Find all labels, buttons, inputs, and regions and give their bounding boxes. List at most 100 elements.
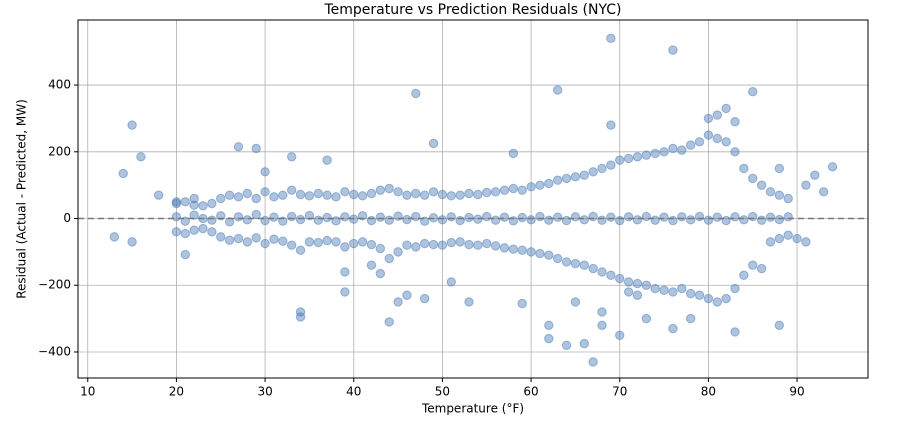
scatter-point: [304, 191, 315, 201]
scatter-point: [774, 163, 785, 174]
scatter-point: [703, 293, 714, 304]
scatter-point: [198, 201, 208, 211]
scatter-point: [269, 192, 279, 202]
scatter-point: [331, 192, 341, 202]
scatter-point: [597, 267, 607, 277]
scatter-point: [685, 313, 696, 324]
scatter-point: [251, 233, 261, 243]
scatter-point: [216, 193, 226, 204]
scatter-point: [783, 230, 793, 240]
scatter-point: [242, 237, 253, 247]
scatter-point: [774, 233, 785, 244]
scatter-point: [189, 193, 199, 204]
axes-frame: [77, 19, 869, 379]
scatter-point: [411, 242, 421, 252]
scatter-point: [783, 212, 793, 222]
scatter-point: [428, 187, 439, 197]
scatter-point: [189, 225, 199, 235]
scatter-point: [455, 190, 465, 200]
plot-area: 10 20 30 40 50 60 70 80 90 −400 −200 0 200 400: [38, 20, 868, 399]
scatter-point: [650, 283, 660, 294]
scatter-point: [641, 313, 652, 324]
scatter-point: [278, 190, 288, 200]
scatter-point: [295, 245, 306, 255]
scatter-point: [508, 244, 519, 254]
scatter-point: [508, 183, 519, 194]
x-tick-label: 50: [435, 385, 450, 399]
scatter-point: [482, 211, 492, 222]
scatter-point: [588, 211, 598, 222]
scatter-point: [189, 210, 199, 220]
scatter-point: [375, 185, 386, 195]
scatter-point: [375, 268, 386, 279]
scatter-point: [180, 197, 190, 207]
scatter-point: [384, 183, 394, 194]
scatter-point: [171, 227, 182, 237]
scatter-point: [286, 152, 297, 162]
scatter-point: [703, 130, 714, 140]
scatter-point: [659, 147, 669, 157]
scatter-point: [499, 243, 510, 253]
scatter-point: [818, 187, 829, 197]
scatter-point: [606, 212, 616, 222]
scatter-point: [668, 215, 678, 226]
scatter-point: [118, 168, 128, 179]
scatter-point: [109, 232, 120, 242]
scatter-point: [490, 187, 501, 197]
scatter-point: [783, 193, 793, 204]
scatter-point: [552, 85, 563, 95]
scatter-point: [694, 137, 705, 147]
scatter-point: [827, 162, 838, 172]
scatter-point: [278, 236, 288, 246]
scatter-point: [801, 237, 811, 247]
scatter-point: [269, 234, 279, 244]
scatter-point: [641, 211, 652, 222]
scatter-point: [171, 197, 182, 207]
scatter-point: [411, 88, 421, 99]
scatter-point: [632, 290, 643, 300]
scatter-point: [402, 290, 412, 300]
scatter-point: [739, 163, 749, 174]
scatter-point: [552, 212, 563, 222]
scatter-point: [730, 147, 740, 157]
scatter-point: [499, 212, 510, 222]
scatter-point: [641, 280, 652, 290]
scatter-point: [677, 212, 687, 222]
scatter-point: [774, 190, 785, 200]
scatter-point: [322, 212, 332, 223]
scatter-point: [756, 263, 767, 274]
scatter-point: [730, 327, 740, 337]
scatter-point: [561, 173, 572, 184]
scatter-point: [357, 237, 368, 247]
scatter-point: [375, 212, 386, 222]
scatter-point: [526, 215, 536, 225]
scatter-point: [313, 215, 323, 225]
scatter-point: [224, 217, 235, 227]
scatter-point: [552, 175, 563, 185]
scatter-point: [251, 143, 261, 154]
scatter-point: [623, 212, 634, 222]
scatter-point: [180, 249, 190, 260]
scatter-point: [357, 191, 368, 201]
scatter-point: [224, 235, 235, 245]
scatter-point: [224, 190, 235, 200]
scatter-point: [615, 273, 625, 284]
scatter-point: [561, 340, 572, 351]
scatter-point: [535, 248, 545, 259]
scatter-point: [517, 212, 527, 223]
scatter-point: [340, 287, 350, 297]
scatter-point: [730, 117, 740, 127]
scatter-point: [712, 110, 722, 120]
scatter-point: [606, 270, 616, 280]
scatter-point: [295, 189, 306, 200]
scatter-point: [677, 145, 687, 155]
scatter-point: [730, 212, 740, 222]
scatter-point: [632, 152, 643, 162]
scatter-point: [739, 215, 749, 225]
scatter-point: [384, 317, 394, 327]
scatter-point: [366, 260, 377, 270]
scatter-point: [286, 211, 297, 222]
scatter-point: [694, 290, 705, 300]
scatter-point: [517, 245, 527, 255]
scatter-point: [411, 211, 421, 222]
